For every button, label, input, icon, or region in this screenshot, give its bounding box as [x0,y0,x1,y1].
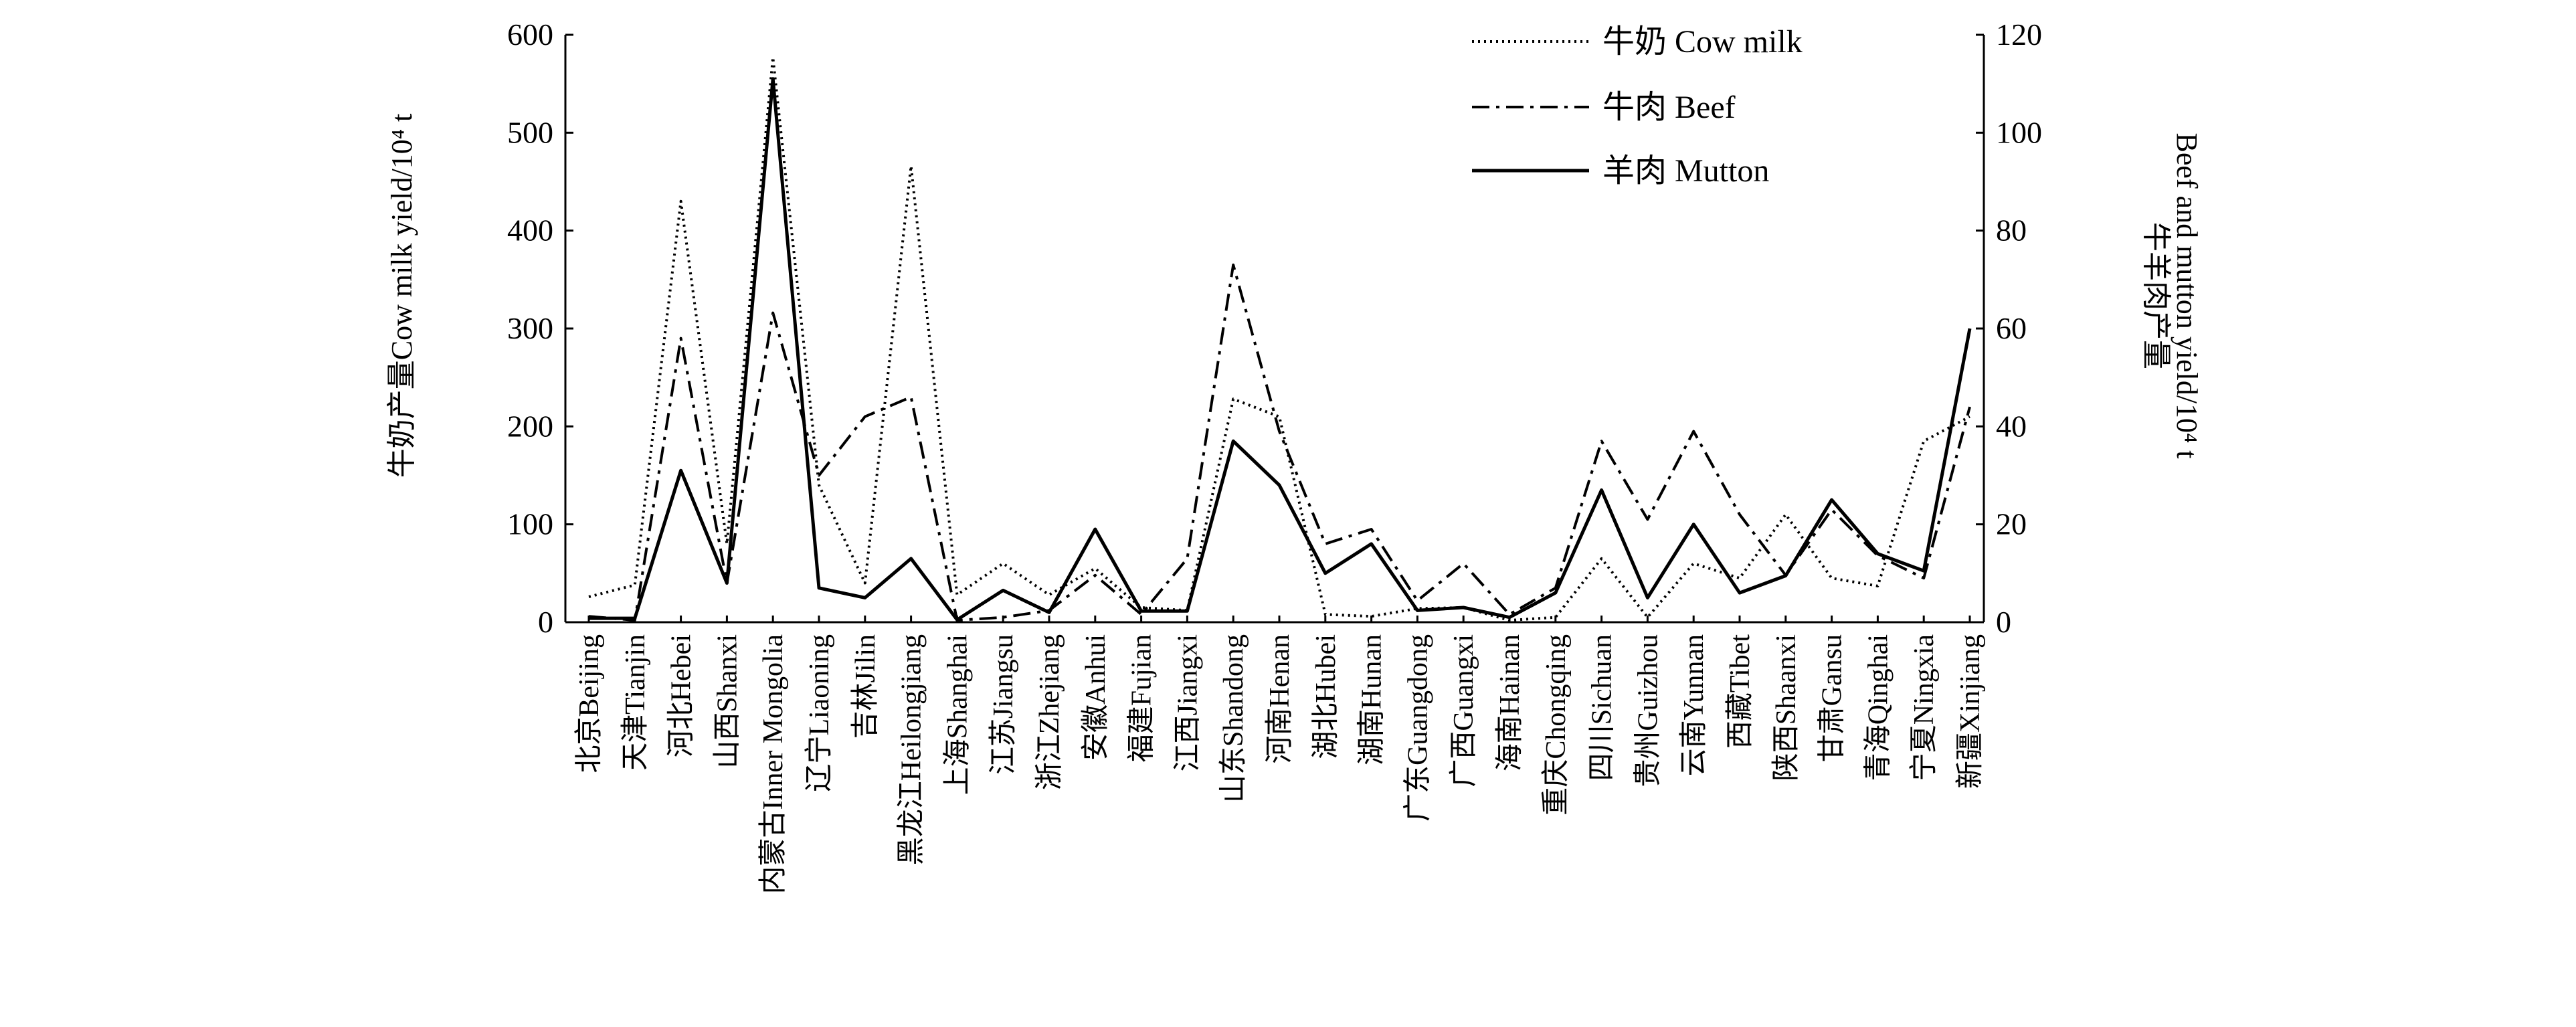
x-tick-label: 河北Hebei [666,634,697,757]
left-tick-label: 500 [507,115,553,149]
x-tick-label: 天津Tianjin [620,634,651,771]
right-axis-ticks: 0 20 40 60 80 100 120 [1976,17,2042,639]
right-tick-label: 20 [1996,507,2027,541]
right-tick-label: 40 [1996,409,2027,443]
x-tick-label: 新疆Xinjiang [1955,634,1986,789]
left-tick-label: 400 [507,213,553,248]
x-tick-label: 吉林Jilin [850,634,881,739]
x-tick-label: 黑龙江Heilongjiang [897,634,927,865]
legend: 牛奶 Cow milk 牛肉 Beef 羊肉 Mutton [1472,24,1803,189]
x-tick-label: 辽宁Liaoning [804,634,835,792]
legend-label-cow-milk: 牛奶 Cow milk [1602,24,1803,60]
x-tick-label: 内蒙古Inner Mongolia [758,634,789,895]
legend-label-beef: 牛肉 Beef [1602,90,1736,125]
right-axis-label-en: Beef and mutton yield/10⁴ t [2171,132,2203,458]
x-tick-label: 海南Hainan [1495,634,1526,771]
left-tick-label: 300 [507,311,553,345]
x-tick-label: 四川Sichuan [1587,634,1618,781]
x-tick-label: 浙江Zhejiang [1034,634,1065,790]
x-tick-label: 安徽Anhui [1081,634,1111,761]
x-tick-label: 江苏Jiangsu [988,634,1019,775]
x-tick-label: 广东Guangdong [1402,634,1433,822]
left-axis-ticks: 0 100 200 300 400 500 600 [507,17,573,639]
left-tick-label: 200 [507,409,553,443]
x-tick-label: 贵州Guizhou [1633,634,1663,787]
right-axis-label-cn: 牛羊肉产量 [2140,222,2173,369]
left-tick-label: 100 [507,507,553,541]
series-line-beef [588,263,1971,622]
right-tick-label: 0 [1996,605,2011,639]
left-axis-label: 牛奶产量Cow milk yield/10⁴ t [385,114,418,478]
series-line-mutton [589,77,1972,622]
x-tick-label: 甘肃Gansu [1817,634,1848,762]
x-tick-label: 福建Fujian [1127,634,1158,762]
left-tick-label: 0 [538,605,553,639]
right-tick-label: 100 [1996,115,2042,149]
series-line-cow-milk [588,56,1970,622]
right-tick-label: 80 [1996,213,2027,248]
x-tick-label: 广西Guangxi [1449,634,1479,787]
x-tick-label: 江西Jiangxi [1172,634,1203,771]
x-tick-label: 北京Beijing [573,634,605,773]
right-tick-label: 60 [1996,311,2027,345]
x-tick-label: 山东Shandong [1218,634,1249,803]
x-tick-label: 河南Henan [1265,634,1295,764]
x-axis-tick-labels: 北京Beijing 天津Tianjin 河北Hebei 山西Shanxi 内蒙古Inne… [573,616,1986,894]
series-lines [588,56,1972,622]
right-tick-label: 120 [1996,17,2042,52]
x-tick-label: 山西Shanxi [712,634,743,769]
x-tick-label: 重庆Chongqing [1541,634,1572,816]
x-tick-label: 湖南Hunan [1357,634,1388,765]
x-tick-label: 上海Shanghai [942,634,973,795]
left-tick-label: 600 [507,17,553,52]
x-tick-label: 青海Qinghai [1863,634,1894,781]
x-tick-label: 云南Yunnan [1679,634,1710,776]
x-tick-label: 陕西Shaanxi [1771,634,1802,781]
x-tick-label: 宁夏Ningxia [1909,634,1940,781]
x-tick-label: 西藏Tibet [1725,634,1756,749]
x-tick-label: 湖北Hubei [1311,634,1342,759]
legend-label-mutton: 羊肉 Mutton [1602,153,1769,189]
